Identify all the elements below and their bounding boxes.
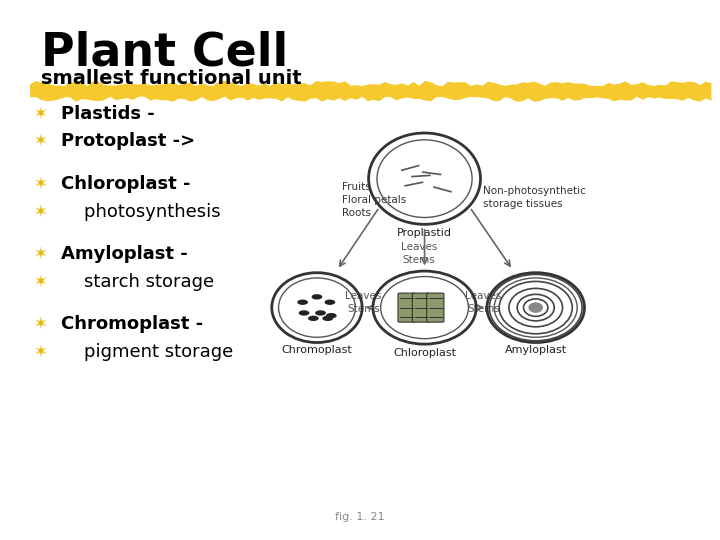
- Text: Leaves
Stems: Leaves Stems: [346, 291, 382, 314]
- Text: Non-photosynthetic
storage tissues: Non-photosynthetic storage tissues: [483, 186, 586, 209]
- Text: ✶: ✶: [34, 203, 48, 221]
- Text: ✶: ✶: [34, 245, 48, 263]
- Ellipse shape: [325, 300, 336, 305]
- Text: pigment storage: pigment storage: [61, 343, 233, 361]
- Ellipse shape: [299, 310, 310, 316]
- Text: Proplastid: Proplastid: [397, 228, 452, 238]
- Text: Plant Cell: Plant Cell: [41, 31, 288, 76]
- Text: ✶: ✶: [34, 175, 48, 193]
- Text: Protoplast ->: Protoplast ->: [61, 132, 195, 150]
- Text: Chloroplast: Chloroplast: [393, 348, 456, 358]
- Ellipse shape: [528, 302, 543, 313]
- Text: Fruits
Floral petals
Roots: Fruits Floral petals Roots: [342, 182, 406, 218]
- Ellipse shape: [297, 300, 308, 305]
- Text: photosynthesis: photosynthesis: [61, 203, 220, 221]
- Text: Amyloplast: Amyloplast: [505, 345, 567, 355]
- Text: Chromoplast: Chromoplast: [282, 345, 352, 355]
- Ellipse shape: [315, 310, 326, 316]
- Ellipse shape: [326, 313, 337, 319]
- Text: Leaves
Stems: Leaves Stems: [400, 242, 437, 266]
- Ellipse shape: [308, 316, 319, 321]
- Ellipse shape: [323, 316, 333, 321]
- Text: ✶: ✶: [34, 132, 48, 150]
- Text: Plastids -: Plastids -: [61, 105, 155, 123]
- Text: Chromoplast -: Chromoplast -: [61, 315, 203, 333]
- FancyBboxPatch shape: [398, 293, 415, 322]
- Ellipse shape: [312, 294, 323, 300]
- Text: ✶: ✶: [34, 343, 48, 361]
- FancyBboxPatch shape: [413, 293, 430, 322]
- Polygon shape: [30, 81, 711, 102]
- FancyBboxPatch shape: [427, 293, 444, 322]
- Text: Leaves
Stems: Leaves Stems: [465, 291, 502, 314]
- Text: ✶: ✶: [34, 315, 48, 333]
- Text: ✶: ✶: [34, 105, 48, 123]
- Text: Chloroplast -: Chloroplast -: [61, 175, 190, 193]
- Text: Amyloplast -: Amyloplast -: [61, 245, 188, 263]
- Text: smallest functional unit: smallest functional unit: [41, 69, 302, 87]
- Text: ✶: ✶: [34, 273, 48, 291]
- Text: fig. 1. 21: fig. 1. 21: [336, 512, 384, 523]
- Text: starch storage: starch storage: [61, 273, 214, 291]
